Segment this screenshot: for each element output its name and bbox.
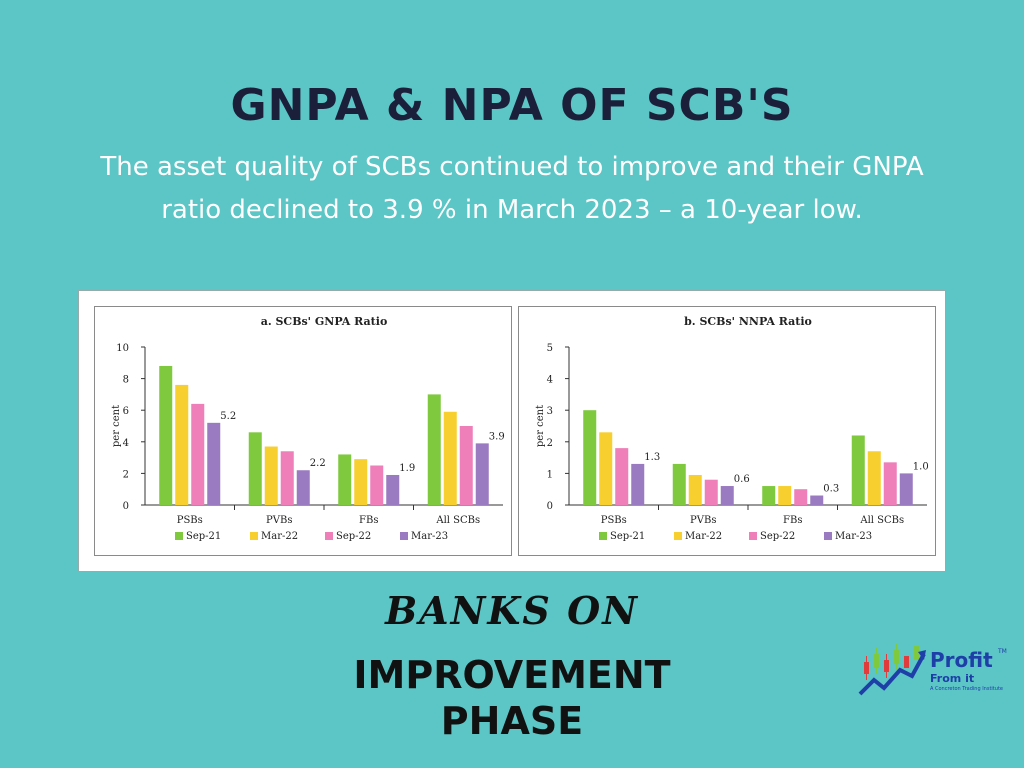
bar-mar-23 (296, 470, 310, 505)
bar-sep-21 (427, 394, 441, 505)
legend-label: Mar-23 (411, 531, 448, 542)
page-title: GNPA & NPA OF SCB'S (230, 80, 794, 131)
y-tick-label: 4 (123, 438, 129, 449)
legend-swatch (250, 532, 258, 540)
bar-sep-22 (459, 426, 473, 505)
bar-mar-23 (386, 474, 400, 505)
data-label: 0.3 (823, 484, 839, 495)
legend-label: Sep-22 (336, 531, 371, 542)
bar-mar-23 (899, 473, 913, 505)
data-label: 1.3 (644, 452, 660, 463)
bar-mar-22 (354, 459, 368, 505)
y-tick-label: 4 (547, 375, 553, 386)
bar-mar-22 (688, 474, 702, 505)
bar-sep-22 (191, 403, 205, 505)
legend-label: Sep-22 (760, 531, 795, 542)
data-label: 5.2 (220, 411, 236, 422)
improvement-phase-text: IMPROVEMENT PHASE (353, 653, 671, 743)
gnpa-chart: a. SCBs' GNPA Ratio 0 2 4 6 8 10 per cent 5.2 PSB… (111, 315, 505, 542)
x-tick-label: FBs (359, 515, 378, 526)
x-tick-label: All SCBs (435, 515, 480, 526)
y-tick-label: 2 (547, 438, 553, 449)
legend-swatch (325, 532, 333, 540)
chart-title: a. SCBs' GNPA Ratio (261, 315, 388, 328)
bar-sep-22 (883, 462, 897, 505)
bar-sep-21 (851, 435, 865, 505)
y-tick-label: 0 (123, 501, 129, 512)
legend-label: Sep-21 (186, 531, 221, 542)
chart-title: b. SCBs' NNPA Ratio (684, 315, 812, 328)
y-tick-label: 8 (123, 375, 129, 386)
gnpa-chart-panel: a. SCBs' GNPA Ratio 0 2 4 6 8 10 per cent 5.2 PSB… (94, 306, 512, 556)
x-tick-label: PVBs (266, 515, 292, 526)
bar-mar-22 (443, 411, 457, 505)
logo-word: Profit (930, 648, 993, 672)
y-tick-label: 10 (116, 343, 129, 354)
bar-sep-22 (615, 448, 629, 505)
y-tick-label: 5 (547, 343, 553, 354)
bar-sep-22 (794, 489, 808, 505)
page-subtitle: The asset quality of SCBs continued to i… (100, 152, 924, 225)
data-label: 2.2 (310, 458, 326, 469)
bar-mar-22 (867, 451, 881, 505)
legend-label: Mar-22 (685, 531, 722, 542)
bar-mar-23 (720, 486, 734, 505)
y-tick-label: 0 (547, 501, 553, 512)
bar-mar-23 (810, 495, 824, 505)
bar-mar-23 (631, 463, 645, 505)
candlestick-arrow-icon (858, 644, 926, 696)
data-label: 1.0 (913, 461, 929, 472)
nnpa-chart: b. SCBs' NNPA Ratio 0 1 2 3 4 5 per cent 1.3 PSBs… (535, 315, 929, 542)
bar-sep-21 (762, 486, 776, 505)
y-tick-label: 6 (123, 406, 129, 417)
bar-mar-22 (175, 384, 189, 505)
bar-sep-21 (583, 410, 597, 505)
bar-sep-21 (159, 365, 173, 505)
bar-sep-22 (370, 465, 384, 505)
bar-mar-23 (207, 422, 221, 505)
logo-tagline: A Concreton Trading Institute (930, 686, 1003, 692)
x-tick-label: PSBs (177, 515, 203, 526)
x-tick-label: FBs (783, 515, 802, 526)
bar-mar-22 (599, 432, 613, 505)
chart-frame: a. SCBs' GNPA Ratio 0 2 4 6 8 10 per cent 5.2 PSB… (78, 290, 946, 572)
y-axis-label: per cent (111, 405, 122, 447)
y-tick-label: 3 (547, 406, 553, 417)
y-tick-label: 1 (547, 469, 553, 480)
data-label: 1.9 (399, 463, 415, 474)
legend-label: Mar-22 (261, 531, 298, 542)
legend-swatch (175, 532, 183, 540)
legend-swatch (400, 532, 408, 540)
legend-label: Mar-23 (835, 531, 872, 542)
bar-sep-21 (672, 463, 686, 505)
bar-sep-21 (338, 454, 352, 505)
logo-tm: TM (998, 648, 1007, 655)
bar-mar-23 (475, 443, 489, 505)
data-label: 3.9 (489, 431, 505, 442)
legend-swatch (599, 532, 607, 540)
logo-sub: From it (930, 672, 975, 685)
legend-label: Sep-21 (610, 531, 645, 542)
nnpa-chart-panel: b. SCBs' NNPA Ratio 0 1 2 3 4 5 per cent 1.3 PSBs… (518, 306, 936, 556)
x-tick-label: PSBs (601, 515, 627, 526)
legend-swatch (749, 532, 757, 540)
profit-from-it-logo: Profit TM From it A Concreton Trading In… (858, 640, 1008, 700)
x-tick-label: PVBs (690, 515, 716, 526)
data-label: 0.6 (734, 474, 750, 485)
bar-mar-22 (778, 486, 792, 505)
bar-mar-22 (264, 446, 278, 505)
legend-swatch (674, 532, 682, 540)
legend-swatch (824, 532, 832, 540)
x-tick-label: All SCBs (859, 515, 904, 526)
y-axis-label: per cent (535, 405, 546, 447)
bar-sep-22 (704, 479, 718, 505)
y-tick-label: 2 (123, 469, 129, 480)
bar-sep-22 (280, 451, 294, 505)
banks-on-text: BANKS ON (385, 588, 639, 633)
bar-sep-21 (248, 432, 262, 505)
